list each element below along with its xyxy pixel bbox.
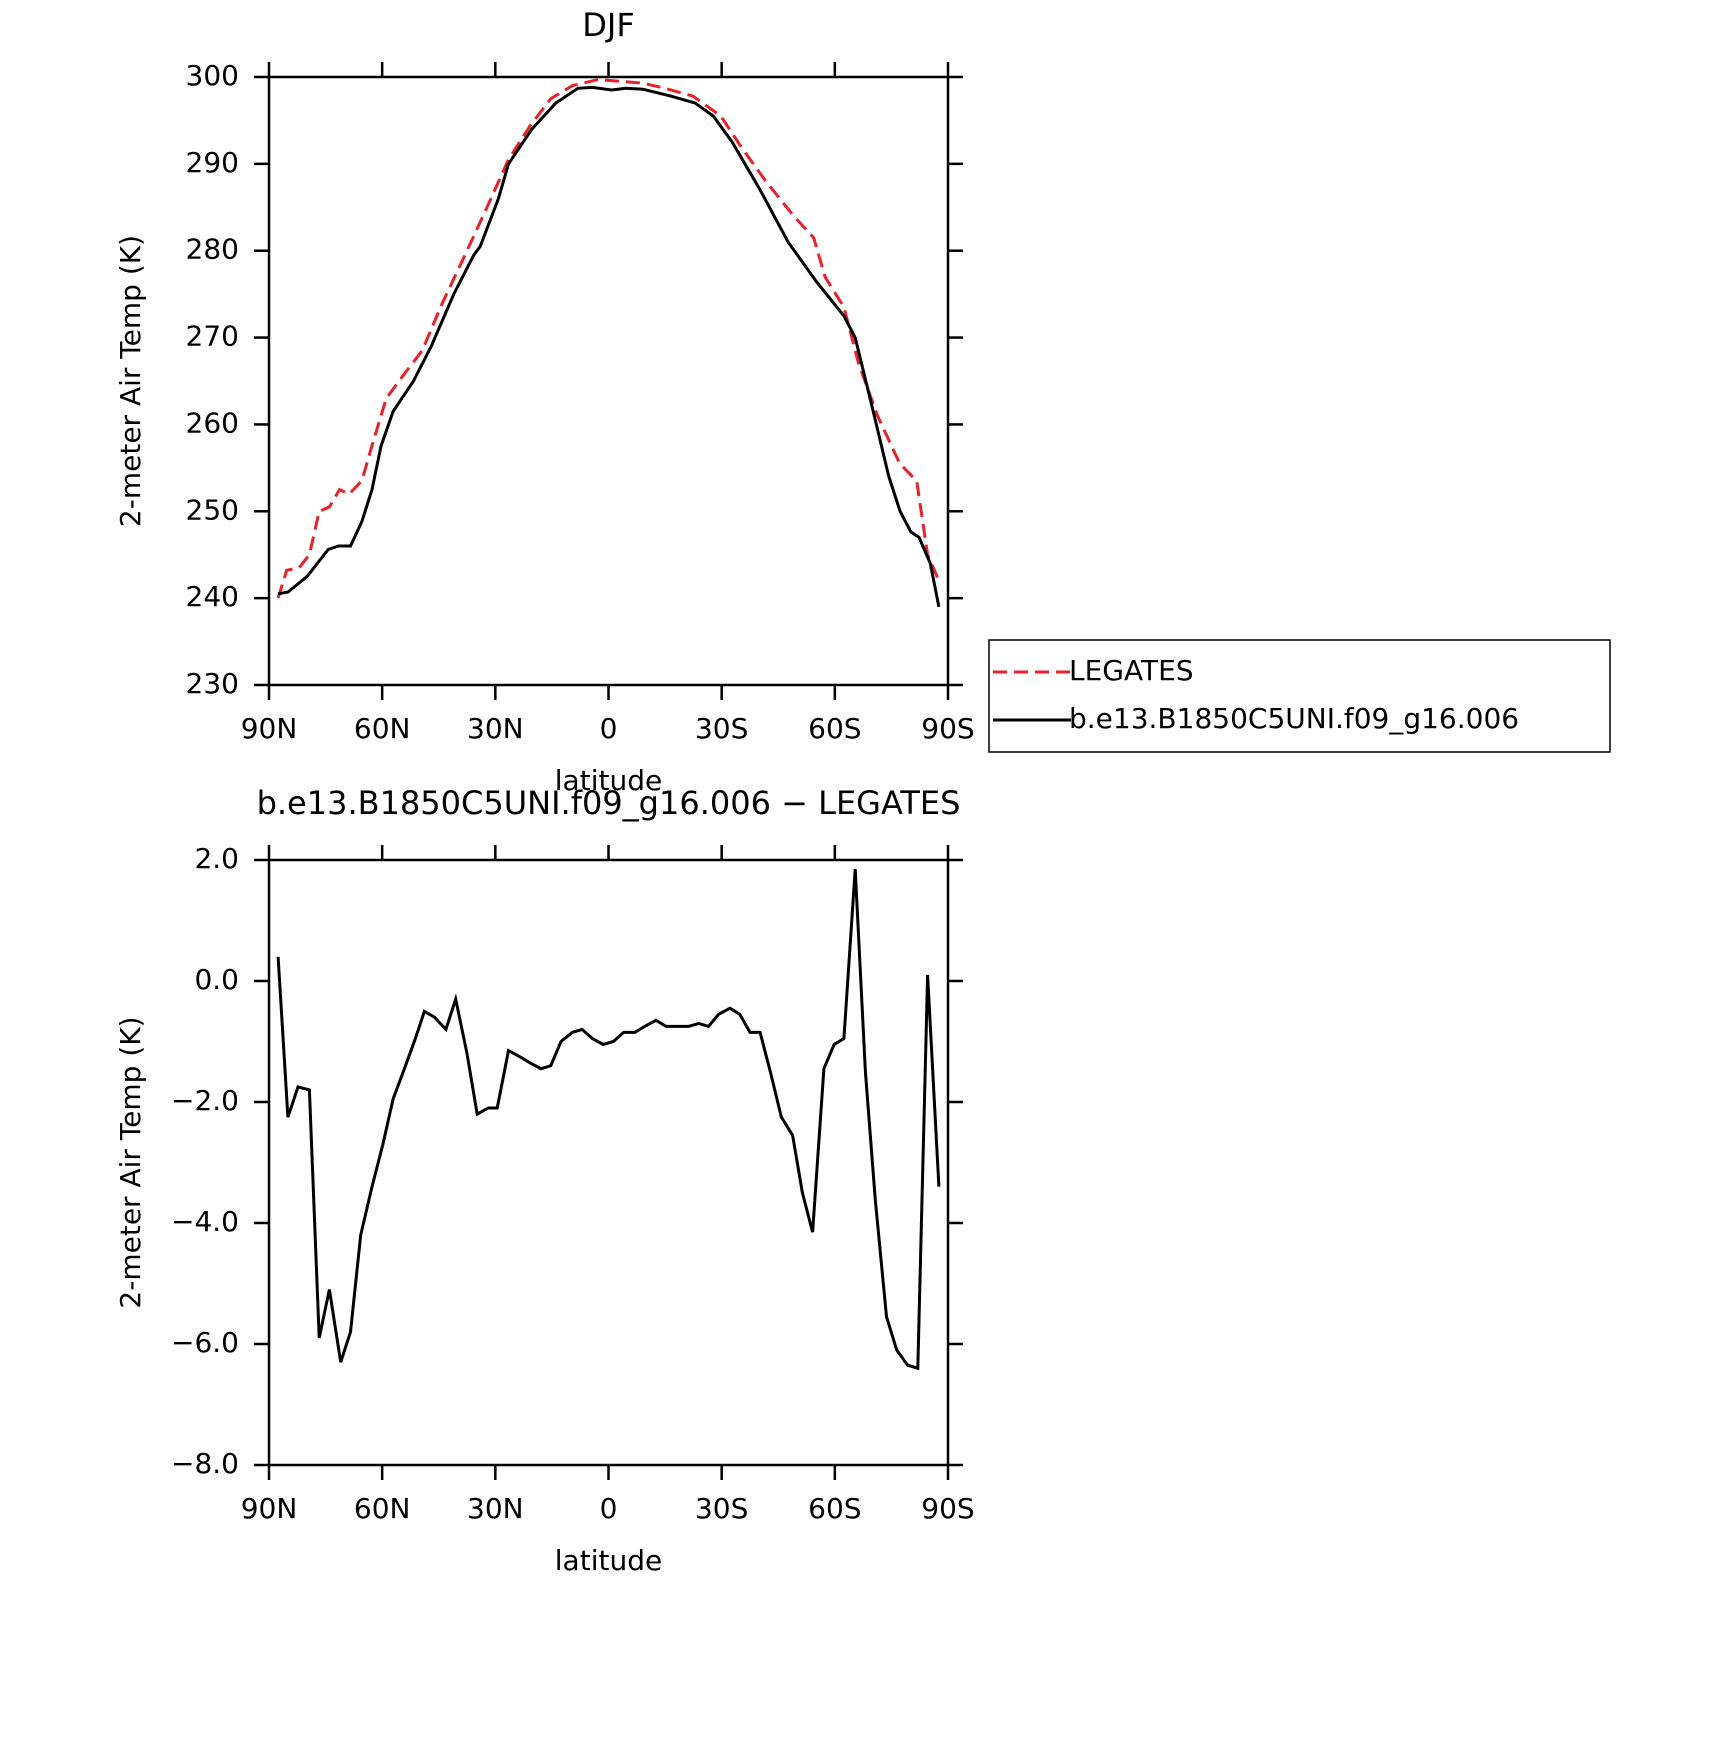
y-axis-label: 2-meter Air Temp (K): [114, 235, 147, 527]
y-tick-label: 240: [186, 580, 239, 613]
y-tick-label: 2.0: [194, 842, 239, 875]
y-tick-label: 230: [186, 667, 239, 700]
x-tick-label: 30N: [467, 1492, 524, 1525]
legend: LEGATES b.e13.B1850C5UNI.f09_g16.006: [988, 639, 1611, 753]
x-axis-label: latitude: [555, 1544, 662, 1577]
y-tick-label: 300: [186, 59, 239, 92]
y-tick-label: 0.0: [194, 963, 239, 996]
y-axis-label: 2-meter Air Temp (K): [114, 1016, 147, 1308]
x-tick-label: 90S: [921, 712, 974, 745]
y-tick-label: −6.0: [171, 1326, 239, 1359]
legend-label: LEGATES: [1069, 654, 1194, 687]
x-tick-label: 30N: [467, 712, 524, 745]
x-axis-label: latitude: [555, 764, 662, 797]
legend-box: [988, 639, 1611, 753]
y-tick-label: 270: [186, 320, 239, 353]
y-tick-label: 260: [186, 406, 239, 439]
x-tick-label: 0: [600, 712, 618, 745]
y-tick-label: 290: [186, 146, 239, 179]
plot-frame: [267, 75, 950, 687]
plot: b.e13.B1850C5UNI.f09_g16.006 − LEGATES la…: [114, 784, 975, 1577]
data-line: [277, 85, 941, 608]
x-tick-label: 90N: [241, 712, 298, 745]
x-tick-label: 60S: [808, 1492, 861, 1525]
x-tick-label: 60S: [808, 712, 861, 745]
x-tick-label: 60N: [354, 712, 411, 745]
plot-frame: [267, 858, 950, 1467]
chart-title: b.e13.B1850C5UNI.f09_g16.006 − LEGATES: [257, 784, 961, 822]
x-tick-label: 0: [600, 1492, 618, 1525]
chart-title: DJF: [582, 6, 634, 44]
y-tick-label: 250: [186, 493, 239, 526]
x-tick-label: 90N: [241, 1492, 298, 1525]
x-tick-label: 90S: [921, 1492, 974, 1525]
y-tick-label: 280: [186, 233, 239, 266]
y-tick-label: −4.0: [171, 1205, 239, 1238]
legend-label: b.e13.B1850C5UNI.f09_g16.006: [1069, 702, 1519, 735]
x-tick-label: 60N: [354, 1492, 411, 1525]
x-tick-label: 30S: [695, 1492, 748, 1525]
x-tick-label: 30S: [695, 712, 748, 745]
plot: DJF latitude 2-meter Air Temp (K) 230 240 250…: [114, 6, 1611, 797]
y-tick-label: −2.0: [171, 1084, 239, 1117]
y-tick-label: −8.0: [171, 1447, 239, 1480]
data-line: [276, 78, 941, 599]
data-line: [276, 869, 941, 1371]
